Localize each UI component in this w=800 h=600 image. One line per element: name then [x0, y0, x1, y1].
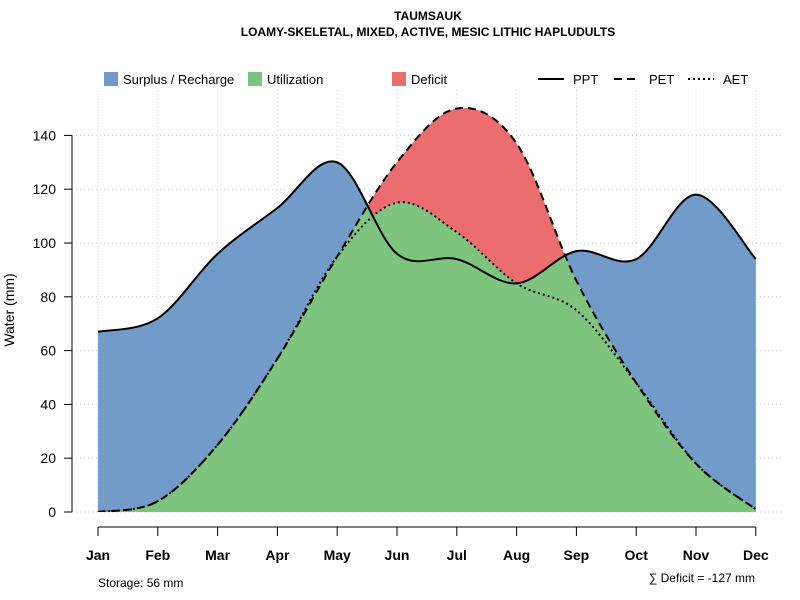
aet-line	[97, 201, 757, 512]
legend-label: AET	[723, 72, 748, 87]
legend-label: PET	[649, 72, 674, 87]
x-tick-label: Feb	[145, 547, 170, 563]
chart-title: TAUMSAUK	[394, 9, 462, 23]
x-tick-label: Dec	[743, 547, 769, 563]
ppt-line	[97, 160, 757, 333]
y-tick-label: 120	[33, 181, 57, 197]
pet-line	[97, 106, 757, 512]
y-tick-label: 60	[40, 343, 56, 359]
chart-subtitle: LOAMY-SKELETAL, MIXED, ACTIVE, MESIC LIT…	[241, 25, 615, 39]
legend-label: Surplus / Recharge	[123, 72, 234, 87]
x-tick-label: Nov	[683, 547, 710, 563]
y-tick-label: 80	[40, 289, 56, 305]
y-tick-label: 40	[40, 396, 56, 412]
legend-label: Deficit	[411, 72, 448, 87]
x-tick-label: Apr	[265, 547, 290, 563]
utilization-area	[98, 202, 756, 512]
storage-note: Storage: 56 mm	[98, 576, 183, 590]
legend-swatch	[392, 72, 406, 86]
y-tick-label: 20	[40, 450, 56, 466]
series-lines	[97, 106, 757, 512]
x-tick-label: Oct	[625, 547, 649, 563]
x-tick-label: Jul	[447, 547, 467, 563]
x-tick-label: Mar	[205, 547, 230, 563]
x-tick-label: Sep	[564, 547, 590, 563]
x-tick-label: Jun	[385, 547, 410, 563]
axes: 0 20 40 60 80 100 120 140 Jan Feb Mar Apr May Jun Jul A…	[33, 127, 769, 563]
legend-label: Utilization	[267, 72, 323, 87]
legend-swatch	[248, 72, 262, 86]
fill-areas	[98, 107, 756, 512]
x-tick-label: May	[324, 547, 351, 563]
y-axis-label: Water (mm)	[1, 273, 17, 346]
y-tick-label: 100	[33, 235, 57, 251]
y-tick-label: 0	[48, 504, 56, 520]
legend: Surplus / Recharge Utilization Deficit PPT P…	[104, 72, 748, 87]
x-tick-label: Aug	[503, 547, 530, 563]
deficit-note: ∑ Deficit = -127 mm	[649, 571, 755, 585]
legend-swatch	[104, 72, 118, 86]
legend-label: PPT	[573, 72, 598, 87]
y-tick-label: 140	[33, 127, 57, 143]
x-tick-label: Jan	[86, 547, 110, 563]
